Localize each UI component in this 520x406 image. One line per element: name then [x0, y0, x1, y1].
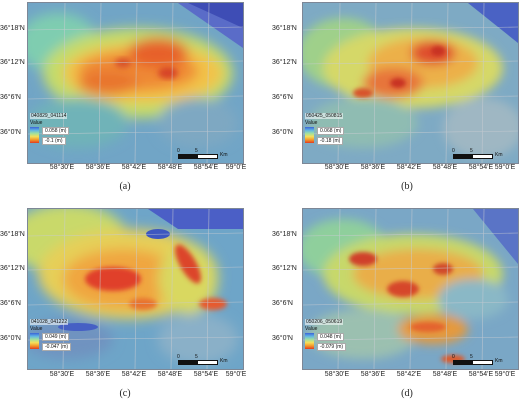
- lon-label: 59°0'E: [494, 371, 516, 378]
- lon-label: 58°42'E: [121, 164, 147, 171]
- legend-color-ramp: [30, 333, 39, 349]
- pair-id-label-a: 040829_041114: [30, 113, 68, 119]
- legend-max-value: 0.048 (m): [317, 333, 345, 341]
- pair-id-label-b: 050425_050815: [305, 113, 344, 119]
- lat-label: 36°18'N: [272, 25, 297, 32]
- lat-label: 36°0'N: [272, 335, 293, 342]
- legend-max-value: 0.068 (m): [317, 127, 345, 135]
- lon-label: 58°30'E: [49, 371, 75, 378]
- legend-min-value: -0.1 (m): [42, 137, 66, 145]
- lat-label: 36°12'N: [0, 265, 25, 272]
- deformation-map-a: 040829_041114 Value 0.058 (m) -0.1 (m) 0…: [27, 2, 244, 164]
- deformation-map-b: 050425_050815 Value 0.068 (m) -0.18 (m) …: [302, 2, 519, 164]
- lon-label: 58°36'E: [85, 371, 111, 378]
- lat-label: 36°6'N: [272, 300, 293, 307]
- pair-id-label-c: 041028_041222: [30, 319, 69, 325]
- caption-c: (c): [119, 388, 131, 399]
- lat-label: 36°0'N: [272, 129, 293, 136]
- lat-label: 36°12'N: [272, 59, 297, 66]
- legend-color-ramp: [30, 127, 39, 143]
- lon-label: 58°42'E: [396, 371, 422, 378]
- lat-label: 36°18'N: [0, 25, 25, 32]
- deformation-map-d: 050206_050619 Value 0.048 (m) -0.079 (m)…: [302, 208, 519, 370]
- legend-title: Value: [30, 326, 43, 332]
- lat-label: 36°18'N: [0, 231, 25, 238]
- lon-label: 58°48'E: [432, 164, 458, 171]
- lat-label: 36°6'N: [0, 300, 21, 307]
- legend-max-value: 0.058 (m): [42, 127, 70, 135]
- legend-min-value: -0.079 (m): [317, 343, 347, 351]
- legend-color-ramp: [305, 333, 314, 349]
- legend-min-value: -0.18 (m): [317, 137, 344, 145]
- lon-label: 58°48'E: [157, 371, 183, 378]
- legend-title: Value: [305, 326, 318, 332]
- legend-title: Value: [30, 120, 43, 126]
- lat-label: 36°6'N: [272, 94, 293, 101]
- lon-label: 58°42'E: [396, 164, 422, 171]
- lat-label: 36°6'N: [0, 94, 21, 101]
- lat-label: 36°18'N: [272, 231, 297, 238]
- caption-a: (a): [119, 181, 131, 192]
- lon-label: 58°48'E: [432, 371, 458, 378]
- lon-label: 59°0'E: [494, 164, 516, 171]
- lat-label: 36°12'N: [0, 59, 25, 66]
- lon-label: 58°36'E: [85, 164, 111, 171]
- lon-label: 58°54'E: [468, 371, 494, 378]
- lon-label: 58°30'E: [324, 164, 350, 171]
- lon-label: 58°30'E: [324, 371, 350, 378]
- lon-label: 58°48'E: [157, 164, 183, 171]
- caption-b: (b): [401, 181, 413, 192]
- pair-id-label-d: 050206_050619: [305, 319, 344, 325]
- lon-label: 58°36'E: [360, 164, 386, 171]
- lon-label: 58°54'E: [468, 164, 494, 171]
- lat-label: 36°12'N: [272, 265, 297, 272]
- legend-color-ramp: [305, 127, 314, 143]
- legend-max-value: 0.049 (m): [42, 333, 70, 341]
- lon-label: 58°36'E: [360, 371, 386, 378]
- caption-d: (d): [401, 388, 413, 399]
- lat-label: 36°0'N: [0, 335, 21, 342]
- lon-label: 58°54'E: [193, 164, 219, 171]
- lon-label: 58°42'E: [121, 371, 147, 378]
- deformation-map-c: 041028_041222 Value 0.049 (m) -0.047 (m)…: [27, 208, 244, 370]
- lon-label: 58°30'E: [49, 164, 75, 171]
- legend-title: Value: [305, 120, 318, 126]
- lon-label: 59°0'E: [225, 371, 247, 378]
- lat-label: 36°0'N: [0, 129, 21, 136]
- legend-min-value: -0.047 (m): [42, 343, 72, 351]
- lon-label: 58°54'E: [193, 371, 219, 378]
- lon-label: 59°0'E: [225, 164, 247, 171]
